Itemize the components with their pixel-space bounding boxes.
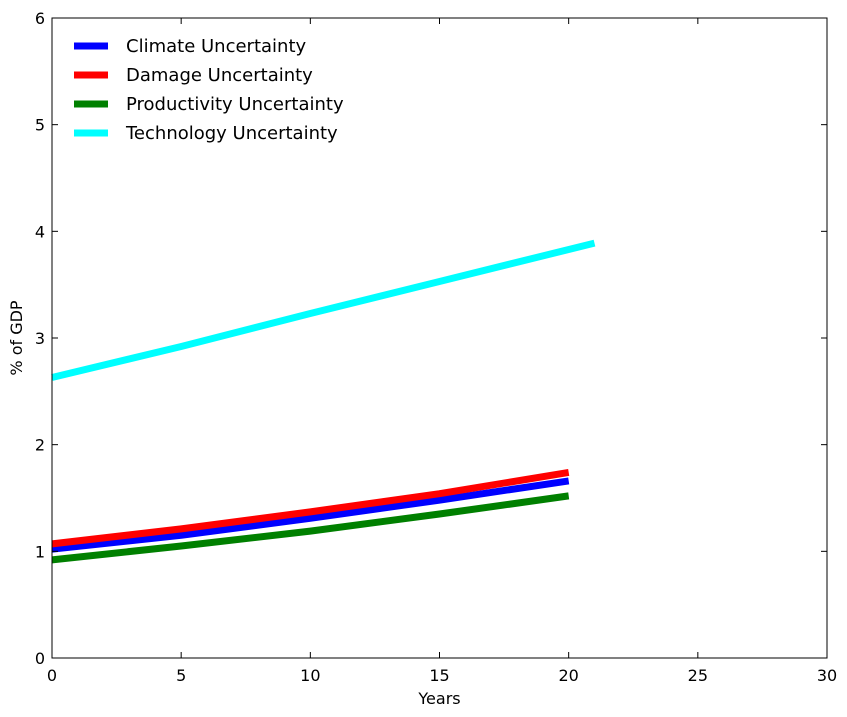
legend-label-0: Climate Uncertainty <box>126 36 306 57</box>
x-tick-label: 25 <box>688 666 708 685</box>
x-tick-label: 15 <box>429 666 449 685</box>
tick-layer: 0 5 10 15 20 25 30 0 1 2 3 4 5 6 <box>35 9 837 685</box>
x-tick-label: 10 <box>300 666 320 685</box>
y-tick-label: 6 <box>35 9 45 28</box>
x-tick-label: 0 <box>47 666 57 685</box>
series-layer <box>51 239 596 564</box>
series-line-1 <box>51 468 570 548</box>
series-line-0 <box>51 477 570 553</box>
y-tick-label: 3 <box>35 329 45 348</box>
series-line-2 <box>51 492 570 564</box>
x-tick-label: 20 <box>558 666 578 685</box>
legend-label-3: Technology Uncertainty <box>125 123 338 144</box>
x-tick-label: 5 <box>176 666 186 685</box>
y-tick-label: 1 <box>35 542 45 561</box>
series-line-3 <box>51 239 596 381</box>
x-tick-label: 30 <box>817 666 837 685</box>
y-tick-label: 4 <box>35 222 45 241</box>
y-axis-label: % of GDP <box>7 300 26 376</box>
legend-label-1: Damage Uncertainty <box>126 65 313 86</box>
x-axis-label: Years <box>417 689 460 708</box>
plot-background <box>52 18 827 658</box>
y-tick-label: 0 <box>35 649 45 668</box>
y-tick-label: 2 <box>35 436 45 455</box>
y-tick-label: 5 <box>35 116 45 135</box>
legend: Climate Uncertainty Damage Uncertainty Pro… <box>74 36 344 144</box>
legend-label-2: Productivity Uncertainty <box>126 94 344 115</box>
